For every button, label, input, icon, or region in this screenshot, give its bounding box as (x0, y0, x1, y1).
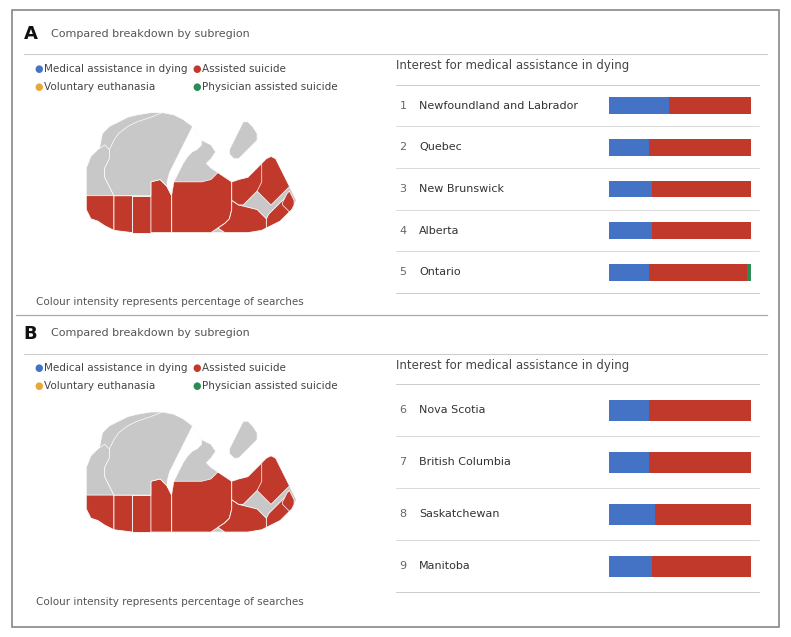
Text: New Brunswick: New Brunswick (419, 184, 504, 194)
Polygon shape (282, 191, 294, 212)
Polygon shape (232, 456, 282, 505)
Text: 6: 6 (399, 405, 407, 415)
Text: ●: ● (34, 381, 43, 391)
Polygon shape (86, 468, 114, 530)
Text: 8: 8 (399, 510, 407, 519)
Text: 3: 3 (399, 184, 407, 194)
Text: Compared breakdown by subregion: Compared breakdown by subregion (51, 328, 250, 338)
Text: ●: ● (34, 82, 43, 92)
Text: 7: 7 (399, 457, 407, 467)
Polygon shape (229, 421, 257, 458)
Polygon shape (104, 412, 218, 495)
Text: Voluntary euthanasia: Voluntary euthanasia (44, 381, 155, 391)
Text: 5: 5 (399, 267, 407, 277)
Polygon shape (86, 113, 297, 233)
Text: British Columbia: British Columbia (419, 457, 511, 467)
Text: ●: ● (34, 363, 43, 373)
Polygon shape (86, 445, 114, 495)
Text: ●: ● (192, 82, 201, 92)
Polygon shape (114, 196, 132, 233)
Polygon shape (132, 196, 151, 233)
Polygon shape (257, 157, 290, 205)
Polygon shape (257, 456, 290, 505)
Text: Compared breakdown by subregion: Compared breakdown by subregion (51, 29, 250, 39)
Text: ●: ● (192, 381, 201, 391)
Polygon shape (282, 490, 294, 512)
Text: Newfoundland and Labrador: Newfoundland and Labrador (419, 101, 578, 111)
Polygon shape (167, 126, 202, 196)
Text: Physician assisted suicide: Physician assisted suicide (202, 82, 337, 92)
Text: Saskatchewan: Saskatchewan (419, 510, 500, 519)
Polygon shape (167, 140, 232, 233)
Polygon shape (114, 495, 132, 532)
Text: Colour intensity represents percentage of searches: Colour intensity represents percentage o… (36, 597, 303, 607)
Text: ●: ● (34, 64, 43, 74)
Polygon shape (229, 122, 257, 159)
Text: Interest for medical assistance in dying: Interest for medical assistance in dying (396, 59, 629, 72)
Polygon shape (267, 198, 294, 228)
Polygon shape (167, 426, 202, 495)
Text: Assisted suicide: Assisted suicide (202, 64, 286, 74)
Text: Quebec: Quebec (419, 142, 462, 152)
Polygon shape (218, 499, 271, 532)
Polygon shape (151, 180, 172, 233)
Text: ●: ● (192, 363, 201, 373)
Text: 4: 4 (399, 225, 407, 236)
Text: Ontario: Ontario (419, 267, 461, 277)
Text: 1: 1 (399, 101, 407, 111)
Polygon shape (132, 495, 151, 532)
Polygon shape (86, 145, 114, 196)
Polygon shape (86, 168, 114, 231)
Text: Alberta: Alberta (419, 225, 460, 236)
Polygon shape (104, 113, 218, 196)
Polygon shape (218, 200, 271, 233)
Text: ●: ● (192, 64, 201, 74)
Polygon shape (86, 412, 297, 532)
Text: Medical assistance in dying: Medical assistance in dying (44, 363, 187, 373)
Text: Colour intensity represents percentage of searches: Colour intensity represents percentage o… (36, 297, 303, 308)
Text: B: B (24, 325, 37, 343)
Polygon shape (232, 157, 282, 205)
Text: Assisted suicide: Assisted suicide (202, 363, 286, 373)
Text: Voluntary euthanasia: Voluntary euthanasia (44, 82, 155, 92)
Polygon shape (167, 440, 232, 532)
Text: Interest for medical assistance in dying: Interest for medical assistance in dying (396, 359, 629, 371)
Text: Nova Scotia: Nova Scotia (419, 405, 486, 415)
Text: 2: 2 (399, 142, 407, 152)
Text: 9: 9 (399, 561, 407, 571)
Text: Medical assistance in dying: Medical assistance in dying (44, 64, 187, 74)
Polygon shape (267, 497, 294, 527)
Text: Manitoba: Manitoba (419, 561, 471, 571)
Text: A: A (24, 25, 38, 43)
Text: Physician assisted suicide: Physician assisted suicide (202, 381, 337, 391)
Polygon shape (151, 479, 172, 532)
